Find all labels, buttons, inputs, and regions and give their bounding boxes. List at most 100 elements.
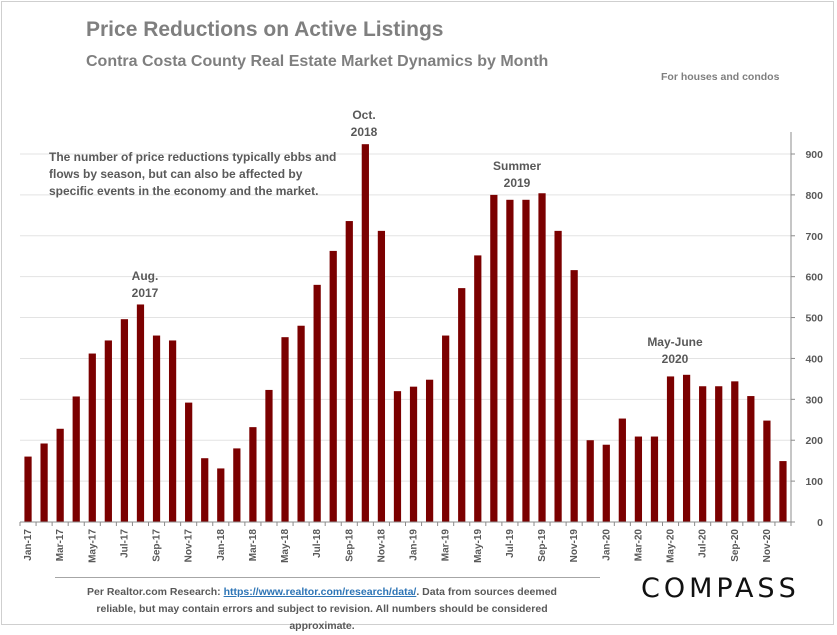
bar	[249, 427, 257, 522]
bar	[474, 255, 482, 522]
x-tick-label: May-17	[87, 529, 98, 563]
x-tick-label: Jan-20	[601, 529, 612, 561]
y-tick-label: 500	[805, 313, 823, 325]
bar	[506, 199, 514, 522]
bar	[297, 325, 305, 522]
x-tick-label: Jan-19	[409, 529, 420, 561]
bar	[377, 230, 386, 523]
source-link[interactable]: https://www.realtor.com/research/data/	[223, 586, 417, 598]
bar	[554, 230, 562, 523]
annotation-oct-2018-line2: 2018	[350, 125, 378, 139]
bar	[522, 199, 530, 522]
x-tick-label: Mar-20	[633, 529, 644, 562]
x-tick-label: Jul-19	[505, 529, 516, 558]
bar	[425, 379, 434, 522]
bar	[682, 374, 691, 522]
annotation-may-june-2020-line1: May-June	[647, 335, 703, 349]
bar	[201, 458, 209, 522]
x-tick-label: Sep-20	[730, 529, 741, 562]
bar	[586, 440, 594, 522]
page-subtitle: Contra Costa County Real Estate Market D…	[86, 53, 549, 70]
footer-source: Per Realtor.com Research: https://www.re…	[72, 584, 572, 635]
bar	[618, 418, 626, 522]
bar	[217, 468, 225, 522]
x-tick-label: Nov-20	[762, 529, 773, 563]
bar	[458, 288, 466, 522]
bar	[409, 386, 418, 522]
scope-note: For houses and condos	[661, 71, 780, 83]
bar	[393, 391, 402, 522]
bar	[185, 402, 193, 522]
annotation-may-june-2020: May-June 2020	[638, 334, 712, 368]
y-tick-label: 200	[805, 435, 823, 447]
y-tick-label: 900	[805, 149, 823, 161]
bar	[634, 436, 643, 522]
bar	[570, 270, 578, 522]
annotation-aug-2017: Aug. 2017	[124, 268, 166, 302]
x-tick-label: Jul-17	[119, 529, 130, 558]
bar	[602, 444, 610, 522]
annotation-oct-2018: Oct. 2018	[343, 107, 385, 141]
bar	[763, 420, 771, 522]
bar	[104, 340, 112, 522]
annotation-oct-2018-line1: Oct.	[352, 108, 376, 122]
bar	[747, 396, 755, 522]
bar	[490, 194, 498, 522]
x-tick-label: Sep-18	[344, 529, 355, 562]
footer-prefix: Per Realtor.com Research:	[87, 586, 221, 598]
y-tick-label: 100	[805, 476, 823, 488]
bar	[168, 340, 177, 522]
x-tick-label: Jul-20	[698, 529, 709, 558]
page-title: Price Reductions on Active Listings	[86, 18, 444, 41]
bar	[329, 250, 337, 522]
bar	[442, 335, 450, 522]
x-tick-label: Jan-18	[216, 529, 227, 561]
bar	[715, 386, 723, 522]
x-tick-label: Sep-19	[537, 529, 548, 562]
bar	[650, 436, 659, 522]
y-tick-label: 700	[805, 231, 823, 243]
bar	[281, 337, 289, 522]
y-tick-label: 0	[817, 517, 823, 529]
bar	[24, 456, 32, 522]
bar	[699, 386, 707, 522]
compass-logo: COMPASS	[641, 573, 800, 604]
x-tick-label: Mar-17	[55, 529, 66, 562]
bar	[56, 428, 64, 522]
x-tick-label: Nov-19	[569, 529, 580, 563]
x-tick-label: May-20	[666, 529, 677, 563]
y-tick-label: 800	[805, 190, 823, 202]
x-tick-label: Nov-18	[376, 529, 387, 563]
annotation-aug-2017-line1: Aug.	[131, 269, 159, 283]
bar	[72, 396, 80, 522]
chart-frame	[1, 1, 834, 625]
bar	[345, 221, 353, 522]
bar	[152, 335, 161, 522]
y-tick-label: 600	[805, 272, 823, 284]
bar	[313, 284, 321, 522]
bar	[666, 376, 675, 522]
bar	[779, 461, 787, 522]
x-tick-label: Jan-17	[23, 529, 34, 561]
bar	[136, 304, 145, 522]
annotation-summer-2019: Summer 2019	[486, 158, 548, 192]
x-tick-label: Nov-17	[184, 529, 195, 563]
x-tick-label: Mar-18	[248, 529, 259, 562]
bar	[731, 381, 739, 522]
bar	[361, 144, 369, 523]
x-tick-label: Mar-19	[441, 529, 452, 562]
x-tick-label: Jul-18	[312, 529, 323, 558]
x-tick-label: May-18	[280, 529, 291, 563]
bar	[40, 443, 48, 522]
annotation-may-june-2020-line2: 2020	[661, 352, 689, 366]
bar	[88, 353, 96, 522]
x-tick-label: May-19	[473, 529, 484, 563]
bar	[265, 389, 273, 522]
x-tick-label: Sep-17	[152, 529, 163, 562]
y-tick-label: 400	[805, 353, 823, 365]
annotation-summer-2019-line2: 2019	[503, 176, 531, 190]
annotation-summer-2019-line1: Summer	[492, 159, 542, 173]
bar	[538, 193, 546, 522]
bar	[233, 448, 241, 522]
